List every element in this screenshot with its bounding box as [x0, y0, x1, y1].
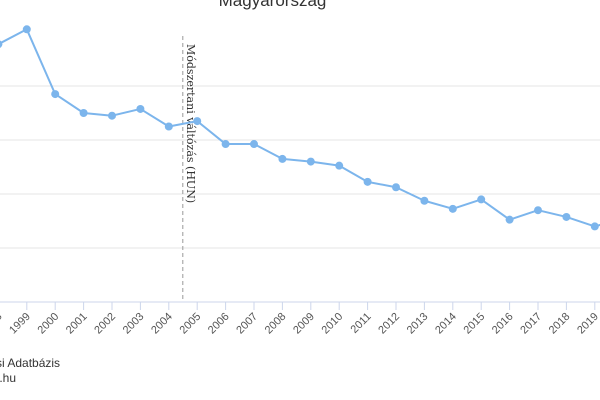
- x-tick-label-2005: 2005: [178, 311, 204, 337]
- data-point-2018[interactable]: [562, 212, 571, 221]
- plot-line-label: Módszertani váltózás (HUN): [184, 44, 197, 203]
- x-tick-label-2008: 2008: [263, 311, 289, 337]
- x-tick-label-2001: 2001: [64, 311, 90, 337]
- x-tick-label-2010: 2010: [320, 311, 346, 337]
- data-point-2015[interactable]: [477, 195, 486, 204]
- source-credit: si Adatbázis t.hu: [0, 356, 60, 386]
- data-point-2012[interactable]: [392, 183, 400, 192]
- data-point-2005[interactable]: [193, 117, 202, 126]
- grid-layer: [0, 85, 600, 303]
- x-tick-label-2004: 2004: [149, 311, 175, 337]
- data-point-2000[interactable]: [51, 90, 60, 99]
- x-tick-label-2002: 2002: [92, 311, 118, 337]
- data-point-2002[interactable]: [108, 111, 116, 120]
- axis-layer: [0, 301, 600, 310]
- x-tick-label-2016: 2016: [490, 311, 516, 337]
- data-point-2008[interactable]: [278, 154, 287, 163]
- source-line-2: t.hu: [0, 371, 17, 385]
- x-tick-label-2000: 2000: [36, 311, 62, 337]
- x-tick-label-2018: 2018: [547, 311, 573, 337]
- data-point-2009[interactable]: [306, 157, 315, 166]
- data-point-2013[interactable]: [420, 196, 429, 205]
- x-tick-label-2012: 2012: [376, 311, 402, 337]
- data-point-2019[interactable]: [590, 222, 599, 231]
- x-tick-label-2009: 2009: [291, 311, 317, 337]
- x-tick-labels: 1997199819992000200120022003200420052006…: [0, 311, 600, 337]
- data-point-2011[interactable]: [363, 177, 372, 186]
- data-point-2003[interactable]: [136, 104, 145, 113]
- x-tick-label-2019: 2019: [575, 311, 600, 337]
- x-tick-label-2017: 2017: [518, 311, 544, 337]
- annotation-layer: Módszertani váltózás (HUN): [182, 36, 197, 302]
- x-tick-label-2013: 2013: [405, 311, 431, 337]
- data-point-2014[interactable]: [448, 204, 457, 213]
- x-tick-label-2007: 2007: [234, 311, 260, 337]
- data-point-1998[interactable]: [0, 40, 3, 48]
- data-point-2001[interactable]: [79, 109, 88, 117]
- x-tick-label-1999: 1999: [7, 311, 33, 337]
- data-point-2016[interactable]: [505, 215, 514, 224]
- data-point-1999[interactable]: [22, 25, 31, 34]
- data-point-2010[interactable]: [335, 161, 344, 170]
- x-tick-label-2003: 2003: [121, 311, 147, 337]
- data-point-2006[interactable]: [221, 140, 230, 149]
- source-line-1: si Adatbázis: [0, 356, 61, 370]
- data-point-2004[interactable]: [164, 122, 173, 131]
- x-tick-label-2014: 2014: [433, 311, 459, 337]
- x-tick-label-1998: 1998: [0, 311, 5, 337]
- series-layer: [0, 28, 600, 228]
- x-tick-label-2006: 2006: [206, 311, 232, 337]
- chart-title: Magyarország: [218, 0, 327, 10]
- points-layer: [0, 25, 599, 231]
- series-line: [0, 28, 600, 228]
- data-point-2017[interactable]: [534, 206, 542, 215]
- x-tick-label-2011: 2011: [349, 311, 374, 336]
- x-tick-label-2015: 2015: [462, 311, 488, 337]
- data-point-2007[interactable]: [250, 140, 258, 149]
